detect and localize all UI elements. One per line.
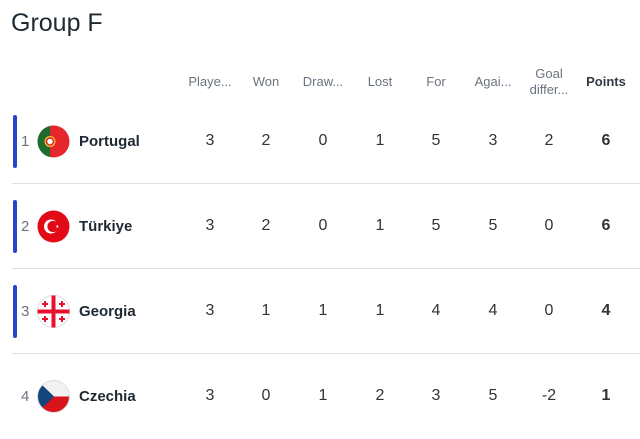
stat-cell: 6: [601, 217, 611, 234]
column-header[interactable]: Lost: [367, 74, 393, 89]
qualification-indicator: [13, 115, 17, 168]
stat-cell: 4: [488, 302, 498, 319]
stat-cell: 0: [544, 217, 554, 234]
stat-cell: 3: [488, 132, 498, 149]
team-position: 2: [21, 218, 30, 235]
stat-cell: 3: [205, 387, 215, 404]
stat-cell: 5: [488, 217, 498, 234]
stat-cell: 3: [205, 132, 215, 149]
team-name[interactable]: Türkiye: [79, 218, 133, 235]
team-name[interactable]: Portugal: [79, 133, 140, 150]
row-divider: [12, 183, 640, 184]
stat-cell: 6: [601, 132, 611, 149]
stat-cell: 2: [261, 217, 271, 234]
stat-cell: 3: [205, 302, 215, 319]
stat-cell: 1: [261, 302, 271, 319]
table-row[interactable]: 1 Portugal 3 2 0 1 5 3 2 6: [0, 99, 640, 184]
column-header[interactable]: Agai...: [474, 74, 512, 89]
stat-cell: 5: [431, 217, 441, 234]
stat-cell: 5: [431, 132, 441, 149]
stat-cell: 3: [205, 217, 215, 234]
table-row[interactable]: 2 Türkiye 3 2 0 1 5 5 0 6: [0, 184, 640, 269]
stat-cell: 0: [544, 302, 554, 319]
stat-cell: 4: [431, 302, 441, 319]
portugal-flag-icon: [37, 125, 70, 158]
stat-cell: 4: [601, 302, 611, 319]
team-name[interactable]: Georgia: [79, 303, 136, 320]
stat-cell: 0: [318, 132, 328, 149]
column-header[interactable]: Playe...: [188, 74, 232, 89]
column-header[interactable]: Draw...: [302, 74, 344, 89]
stat-cell: 1: [375, 217, 385, 234]
georgia-flag-icon: [37, 295, 70, 328]
column-header[interactable]: Points: [586, 74, 626, 89]
row-divider: [12, 353, 640, 354]
team-position: 3: [21, 303, 30, 320]
stat-cell: 0: [318, 217, 328, 234]
qualification-indicator: [13, 200, 17, 253]
table-row[interactable]: 4 Czechia 3 0 1 2 3 5 -2 1: [0, 354, 640, 439]
stat-cell: 1: [601, 387, 611, 404]
page-title: Group F: [11, 9, 103, 37]
stat-cell: 1: [318, 387, 328, 404]
stat-cell: -2: [541, 387, 557, 404]
table-header: Playe... Won Draw... Lost For Agai... Goal dif…: [0, 62, 640, 102]
stat-cell: 1: [318, 302, 328, 319]
stat-cell: 2: [544, 132, 554, 149]
czechia-flag-icon: [37, 380, 70, 413]
stat-cell: 2: [261, 132, 271, 149]
team-position: 4: [21, 388, 30, 405]
column-header[interactable]: Goal differ...: [529, 66, 569, 97]
row-divider: [12, 268, 640, 269]
column-header[interactable]: For: [426, 74, 446, 89]
stat-cell: 3: [431, 387, 441, 404]
team-position: 1: [21, 133, 30, 150]
qualification-indicator: [13, 285, 17, 338]
team-name[interactable]: Czechia: [79, 388, 136, 405]
turkey-flag-icon: [37, 210, 70, 243]
stat-cell: 2: [375, 387, 385, 404]
stat-cell: 1: [375, 132, 385, 149]
stat-cell: 1: [375, 302, 385, 319]
column-header[interactable]: Won: [252, 74, 280, 89]
table-row[interactable]: 3 Georgia 3 1 1 1 4 4 0 4: [0, 269, 640, 354]
stat-cell: 5: [488, 387, 498, 404]
stat-cell: 0: [261, 387, 271, 404]
